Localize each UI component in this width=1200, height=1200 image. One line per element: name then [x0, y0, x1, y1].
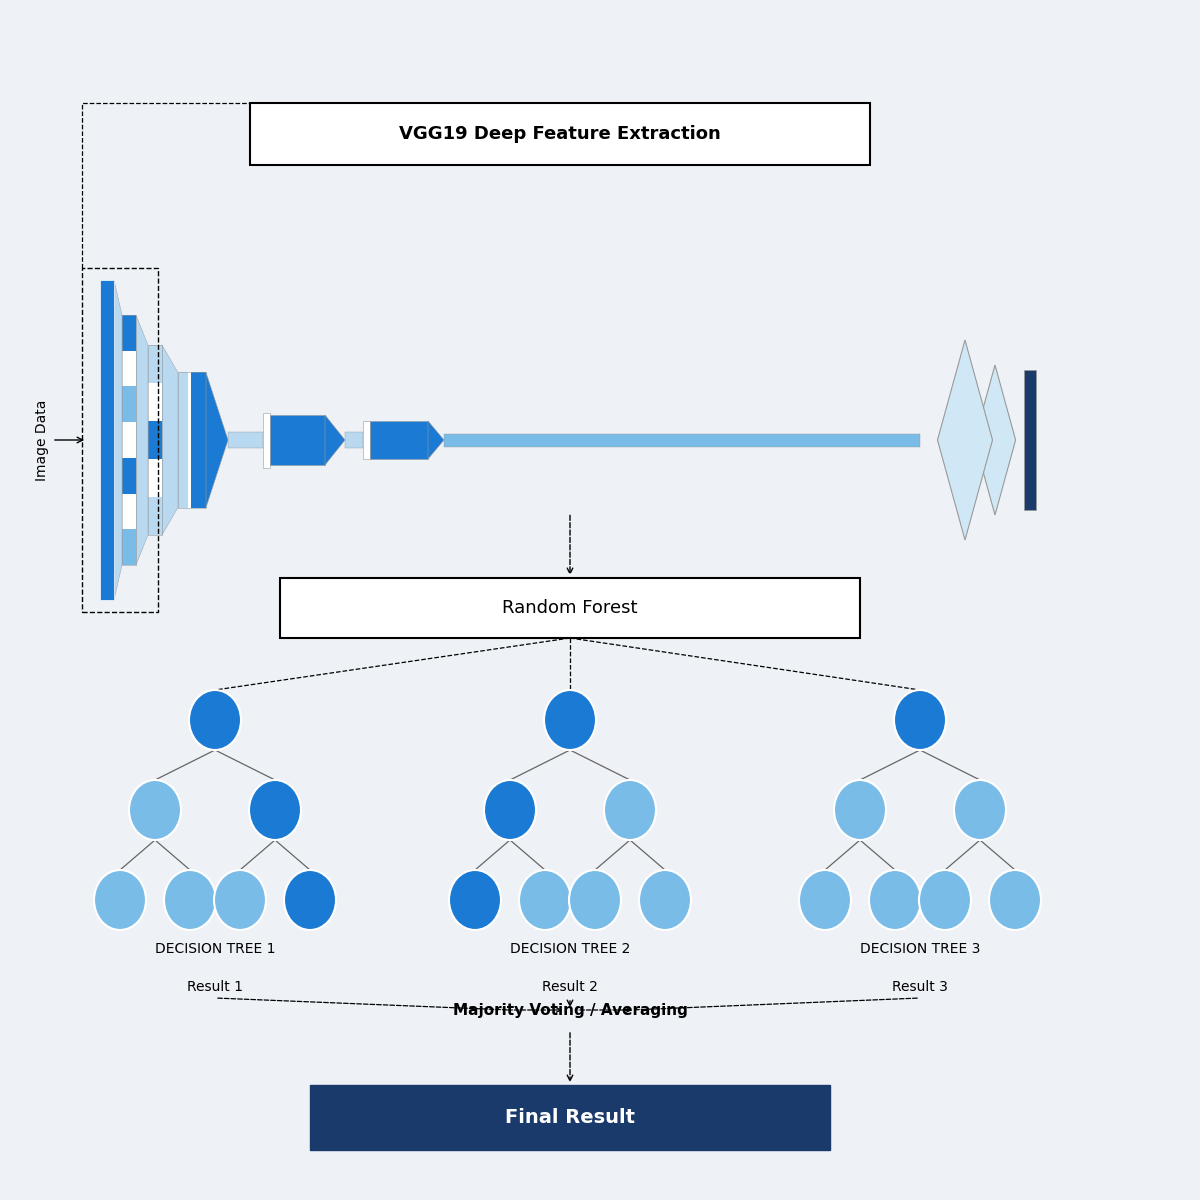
Bar	[148, 344, 162, 383]
Text: Majority Voting / Averaging: Majority Voting / Averaging	[452, 1002, 688, 1018]
Ellipse shape	[604, 780, 656, 840]
Bar	[228, 432, 263, 448]
Bar	[122, 314, 136, 565]
Ellipse shape	[284, 870, 336, 930]
Bar	[1024, 370, 1036, 510]
Ellipse shape	[214, 870, 266, 930]
Bar	[122, 350, 136, 386]
Bar	[364, 421, 370, 460]
Ellipse shape	[449, 870, 502, 930]
Ellipse shape	[128, 780, 181, 840]
Ellipse shape	[869, 870, 922, 930]
Bar	[122, 458, 136, 493]
Ellipse shape	[484, 780, 536, 840]
Bar	[370, 421, 428, 460]
Ellipse shape	[520, 870, 571, 930]
Bar	[178, 372, 206, 508]
Bar	[263, 413, 270, 468]
Bar	[122, 529, 136, 565]
Bar	[122, 314, 136, 350]
Polygon shape	[206, 372, 228, 508]
Ellipse shape	[894, 690, 946, 750]
Ellipse shape	[250, 780, 301, 840]
Bar	[444, 433, 920, 446]
Polygon shape	[937, 340, 992, 540]
Ellipse shape	[640, 870, 691, 930]
Ellipse shape	[919, 870, 971, 930]
Bar	[148, 346, 162, 535]
Text: DECISION TREE 3: DECISION TREE 3	[860, 942, 980, 956]
Bar	[346, 432, 364, 448]
Bar	[178, 372, 188, 508]
Polygon shape	[114, 280, 122, 600]
Bar	[188, 372, 191, 508]
Text: VGG19 Deep Feature Extraction: VGG19 Deep Feature Extraction	[400, 125, 721, 143]
Text: DECISION TREE 2: DECISION TREE 2	[510, 942, 630, 956]
Polygon shape	[162, 346, 178, 535]
Ellipse shape	[989, 870, 1042, 930]
Ellipse shape	[190, 690, 241, 750]
Polygon shape	[428, 421, 444, 460]
Bar	[82, 268, 158, 612]
Ellipse shape	[954, 780, 1006, 840]
Text: DECISION TREE 1: DECISION TREE 1	[155, 942, 275, 956]
Text: Random Forest: Random Forest	[503, 599, 637, 617]
Text: Result 2: Result 2	[542, 980, 598, 994]
Ellipse shape	[94, 870, 146, 930]
Ellipse shape	[164, 870, 216, 930]
Bar	[148, 497, 162, 535]
Bar	[191, 372, 206, 508]
Polygon shape	[136, 314, 148, 565]
Text: Final Result: Final Result	[505, 1108, 635, 1127]
Bar	[310, 1085, 830, 1150]
Bar	[280, 578, 860, 638]
Bar	[148, 383, 162, 421]
Text: Result 3: Result 3	[892, 980, 948, 994]
Polygon shape	[325, 415, 346, 464]
Bar	[250, 103, 870, 164]
Bar	[100, 280, 114, 600]
Ellipse shape	[834, 780, 886, 840]
Bar	[270, 415, 325, 464]
Ellipse shape	[799, 870, 851, 930]
Text: Image Data: Image Data	[35, 400, 49, 481]
Ellipse shape	[544, 690, 596, 750]
Polygon shape	[974, 365, 1015, 515]
Text: Result 1: Result 1	[187, 980, 242, 994]
Bar	[122, 493, 136, 529]
Bar	[122, 422, 136, 458]
Bar	[122, 386, 136, 422]
Ellipse shape	[569, 870, 622, 930]
Bar	[148, 421, 162, 460]
Bar	[148, 460, 162, 497]
